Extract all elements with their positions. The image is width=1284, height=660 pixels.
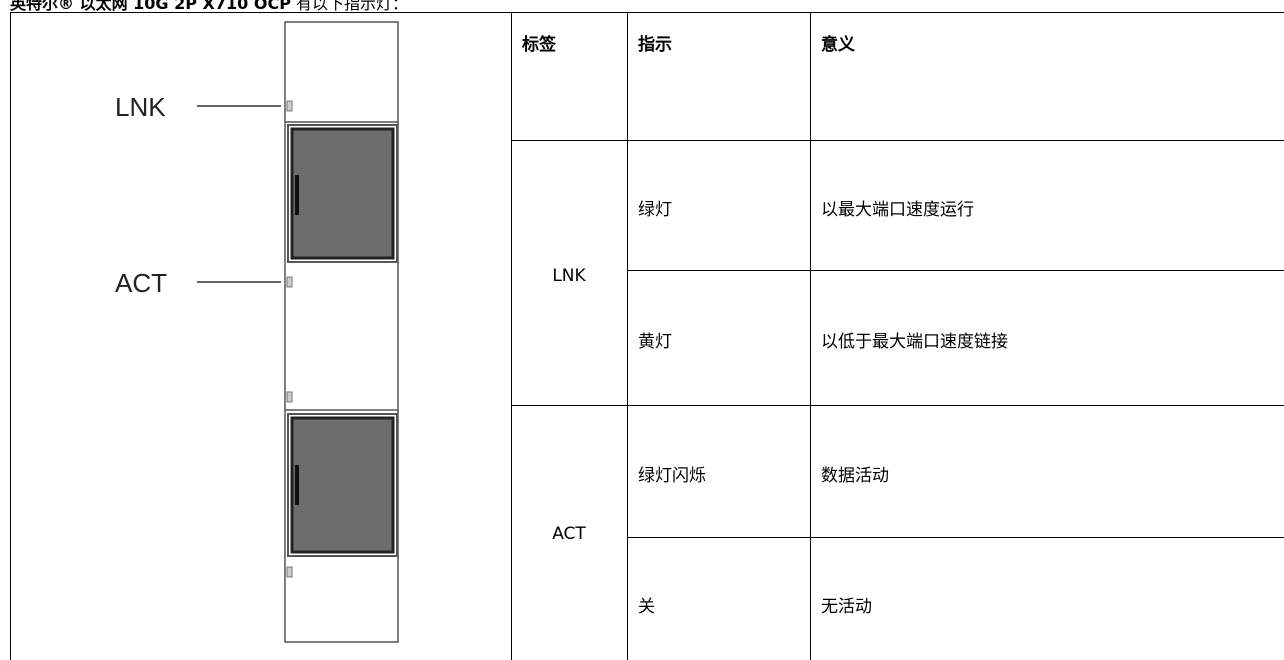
indicator: 绿灯	[638, 200, 672, 220]
header-text: 有以下指示灯：	[296, 0, 409, 13]
table-border	[810, 12, 811, 660]
indicator: 绿灯闪烁	[638, 466, 706, 486]
row-border	[511, 140, 1284, 141]
group-label: LNK	[552, 266, 586, 286]
column-header: 意义	[821, 35, 855, 55]
table-border	[511, 12, 512, 660]
table-border	[627, 12, 628, 660]
meaning: 以低于最大端口速度链接	[821, 332, 1008, 352]
group-label: ACT	[552, 524, 586, 544]
table-border	[10, 12, 11, 660]
port-diagram: LNK ACT	[115, 21, 399, 643]
meaning: 数据活动	[821, 466, 889, 486]
meaning: 无活动	[821, 597, 872, 617]
header: 英特尔® 以太网 10G 2P X710 OCP 有以下指示灯：	[10, 0, 408, 14]
diagram-label: LNK	[115, 92, 166, 122]
row-border	[627, 537, 1284, 538]
indicator: 关	[638, 597, 655, 617]
meaning: 以最大端口速度运行	[821, 200, 974, 220]
row-border	[511, 405, 1284, 406]
indicator: 黄灯	[638, 332, 672, 352]
column-header: 标签	[522, 35, 556, 55]
diagram-label: ACT	[115, 268, 167, 298]
row-border	[627, 270, 1284, 271]
table-border	[10, 12, 1284, 13]
column-header: 指示	[638, 35, 672, 55]
header-bold: 英特尔® 以太网 10G 2P X710 OCP	[10, 0, 291, 13]
